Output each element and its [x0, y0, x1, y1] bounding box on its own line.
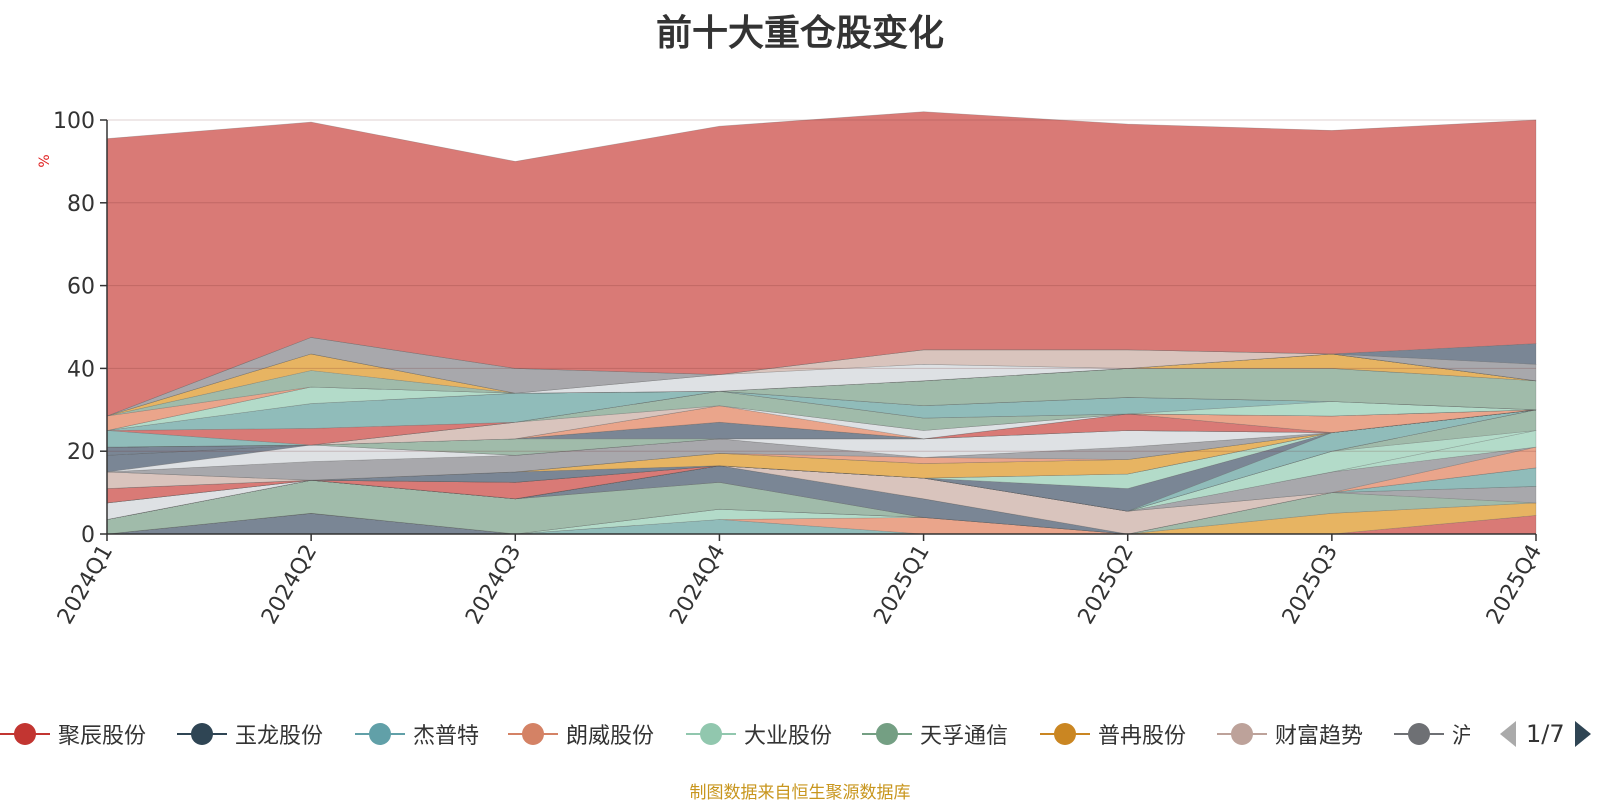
y-tick-label: 80 [67, 192, 95, 217]
pager-prev-icon[interactable] [1498, 719, 1518, 749]
legend: 聚辰股份 玉龙股份 杰普特 朗威股份 大业股份 天孚通信 普冉股份 财富趋势 沪电 [0, 716, 1600, 752]
legend-item[interactable]: 玉龙股份 [177, 716, 323, 752]
x-tick-label: 2025Q4 [1482, 541, 1547, 629]
chart-title: 前十大重仓股变化 [655, 13, 944, 54]
area-series-50 [106, 111, 1537, 417]
y-tick-label: 60 [67, 275, 95, 300]
legend-label: 聚辰股份 [58, 724, 147, 749]
legend-marker-icon [1394, 723, 1444, 745]
legend-item[interactable]: 沪电 [1394, 716, 1470, 752]
legend-marker-icon [0, 723, 50, 745]
legend-item[interactable]: 普冉股份 [1040, 716, 1186, 752]
legend-label: 大业股份 [744, 724, 833, 749]
y-tick-label: 100 [53, 109, 95, 134]
legend-label: 朗威股份 [566, 724, 655, 749]
legend-item[interactable]: 大业股份 [686, 716, 832, 752]
area-series-48 [106, 337, 1537, 417]
legend-marker-icon [1217, 723, 1267, 745]
legend-item[interactable]: 朗威股份 [508, 716, 654, 752]
legend-marker-icon [1040, 723, 1090, 745]
legend-marker-icon [355, 723, 405, 745]
y-tick-label: 20 [67, 440, 95, 465]
pager-text: 1/7 [1526, 720, 1565, 748]
legend-label: 沪电 [1452, 724, 1470, 749]
y-tick-label: 0 [81, 523, 95, 548]
area-series-49 [106, 337, 1537, 417]
legend-marker-icon [177, 723, 227, 745]
legend-label: 玉龙股份 [235, 724, 324, 749]
x-tick-label: 2024Q4 [665, 541, 730, 629]
source-note: 制图数据来自恒生聚源数据库 [689, 783, 911, 803]
x-tick-label: 2024Q1 [53, 541, 118, 629]
x-tick-label: 2025Q1 [869, 541, 934, 629]
legend-items: 聚辰股份 玉龙股份 杰普特 朗威股份 大业股份 天孚通信 普冉股份 财富趋势 沪电 [0, 716, 1470, 752]
x-tick-label: 2025Q2 [1074, 541, 1139, 629]
legend-item[interactable]: 聚辰股份 [0, 716, 146, 752]
legend-marker-icon [508, 723, 558, 745]
pager-next-icon[interactable] [1573, 719, 1593, 749]
legend-label: 杰普特 [413, 724, 480, 749]
legend-item[interactable]: 杰普特 [355, 716, 479, 752]
x-tick-label: 2024Q2 [257, 541, 322, 629]
area-series-2 [106, 512, 1536, 535]
x-tick-label: 2024Q3 [461, 541, 526, 629]
legend-label: 普冉股份 [1098, 724, 1187, 749]
legend-pager: 1/7 [1498, 716, 1593, 752]
legend-marker-icon [686, 723, 736, 745]
legend-marker-icon [862, 723, 912, 745]
legend-label: 财富趋势 [1275, 724, 1364, 749]
legend-item[interactable]: 财富趋势 [1217, 716, 1363, 752]
y-axis-label: % [37, 154, 53, 167]
legend-item[interactable]: 天孚通信 [862, 716, 1008, 752]
legend-label: 天孚通信 [920, 724, 1009, 749]
area-layer [106, 111, 1537, 535]
x-tick-label: 2025Q3 [1278, 541, 1343, 629]
y-tick-label: 40 [67, 357, 95, 382]
